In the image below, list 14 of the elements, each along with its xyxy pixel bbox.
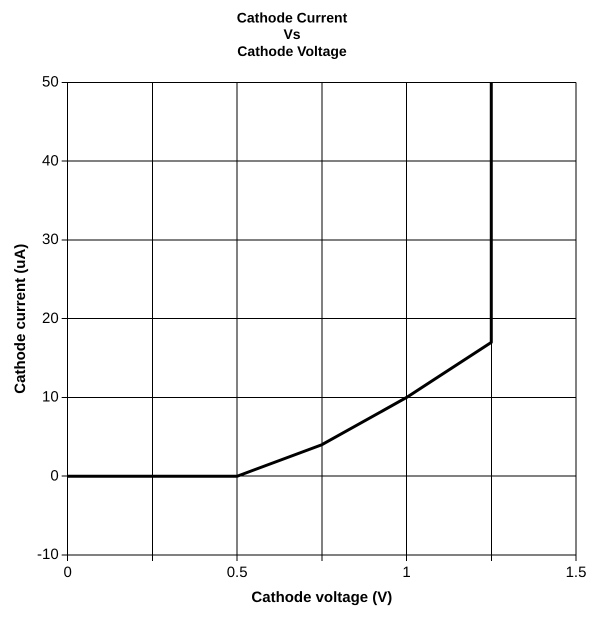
x-tick-label: 1.5 — [566, 564, 586, 582]
y-tick-label: 10 — [42, 388, 59, 406]
x-tick-label: 0 — [64, 564, 72, 582]
x-tick-label: 0.5 — [226, 564, 248, 582]
y-tick-label: -10 — [36, 546, 59, 564]
x-tick-label: 1 — [402, 564, 411, 582]
y-axis-title: Cathode current (uA) — [12, 244, 30, 394]
y-tick-label: 30 — [42, 231, 59, 248]
y-tick-label: 40 — [42, 152, 59, 170]
y-tick-label: 50 — [42, 74, 59, 91]
y-tick-label: 0 — [50, 467, 59, 484]
y-tick-label: 20 — [42, 310, 59, 327]
x-axis-title: Cathode voltage (V) — [251, 589, 392, 606]
chart-title: Cathode Current Vs Cathode Voltage — [236, 9, 348, 59]
